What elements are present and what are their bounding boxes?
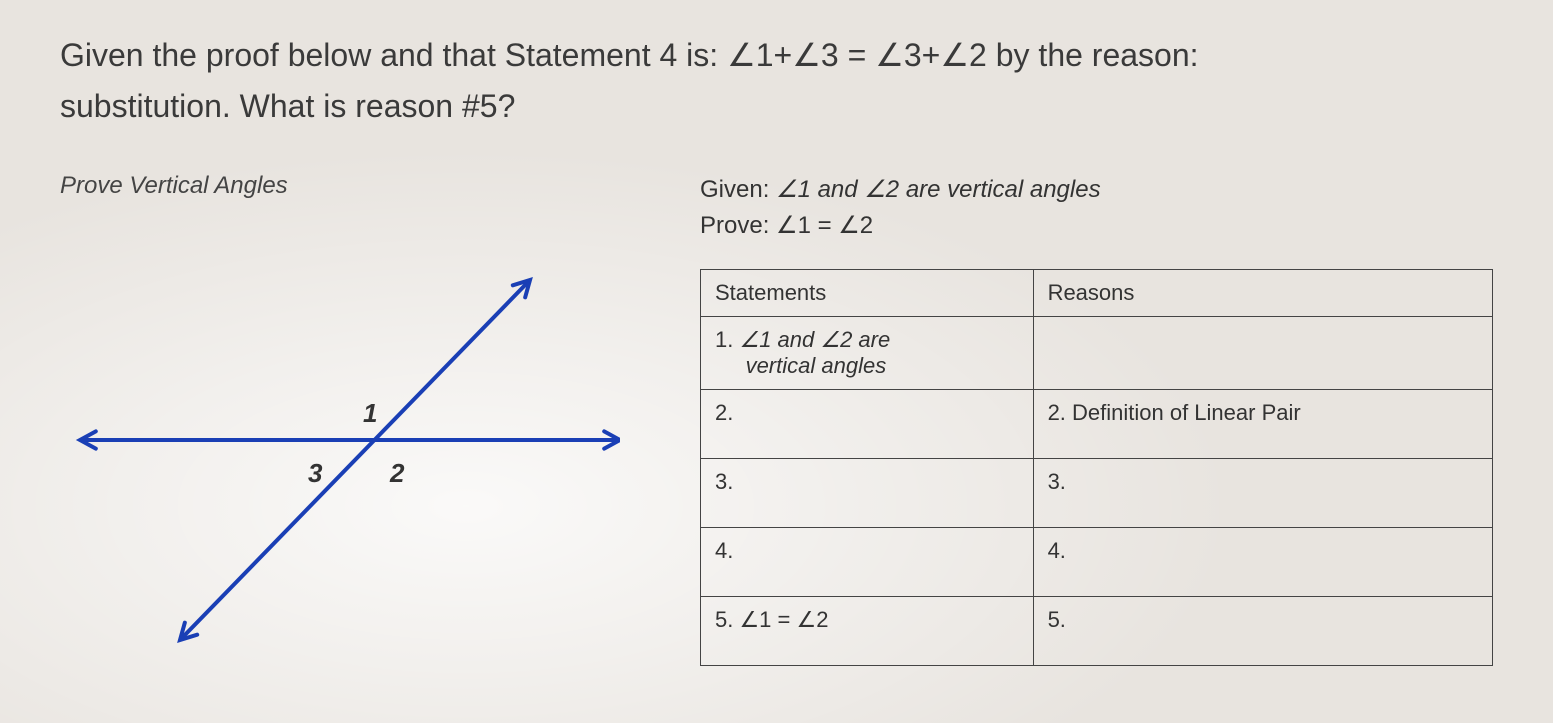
reason-1 <box>1033 317 1492 390</box>
prove-text: ∠1 = ∠2 <box>776 212 873 239</box>
proof-table: Statements Reasons 1. ∠1 and ∠2 are vert… <box>700 269 1493 666</box>
header-statements: Statements <box>701 270 1034 317</box>
diagram-title: Prove Vertical Angles <box>60 172 660 200</box>
diagonal-line <box>180 280 530 640</box>
given-label: Given: <box>700 176 769 203</box>
diagram-svg <box>60 260 620 660</box>
table-row: 3. 3. <box>701 459 1493 528</box>
stmt-3: 3. <box>701 459 1034 528</box>
content-columns: Prove Vertical Angles 1 2 3 Given: ∠1 an… <box>60 172 1493 666</box>
prove-label: Prove: <box>700 212 769 239</box>
table-row: 5. ∠1 = ∠2 5. <box>701 597 1493 666</box>
table-row: 2. 2. Definition of Linear Pair <box>701 390 1493 459</box>
reason-5: 5. <box>1033 597 1492 666</box>
angle-label-2: 2 <box>390 458 404 489</box>
reason-3: 3. <box>1033 459 1492 528</box>
question-line-2: substitution. What is reason #5? <box>60 88 515 124</box>
question-text: Given the proof below and that Statement… <box>60 30 1493 132</box>
stmt-2: 2. <box>701 390 1034 459</box>
diagram-column: Prove Vertical Angles 1 2 3 <box>60 172 660 666</box>
given-prove-block: Given: ∠1 and ∠2 are vertical angles Pro… <box>700 172 1493 244</box>
worksheet-container: Given the proof below and that Statement… <box>0 0 1553 723</box>
angle-label-3: 3 <box>308 458 322 489</box>
header-reasons: Reasons <box>1033 270 1492 317</box>
reason-2: 2. Definition of Linear Pair <box>1033 390 1492 459</box>
angle-label-1: 1 <box>363 398 377 429</box>
stmt-1: 1. ∠1 and ∠2 are vertical angles <box>701 317 1034 390</box>
question-line-1: Given the proof below and that Statement… <box>60 37 1199 73</box>
stmt-4: 4. <box>701 528 1034 597</box>
stmt-5: 5. ∠1 = ∠2 <box>701 597 1034 666</box>
reason-4: 4. <box>1033 528 1492 597</box>
given-text: ∠1 and ∠2 are vertical angles <box>776 176 1101 203</box>
proof-column: Given: ∠1 and ∠2 are vertical angles Pro… <box>700 172 1493 666</box>
table-row: 4. 4. <box>701 528 1493 597</box>
arrowheads <box>80 280 620 640</box>
table-header-row: Statements Reasons <box>701 270 1493 317</box>
table-row: 1. ∠1 and ∠2 are vertical angles <box>701 317 1493 390</box>
angle-diagram: 1 2 3 <box>60 260 620 660</box>
